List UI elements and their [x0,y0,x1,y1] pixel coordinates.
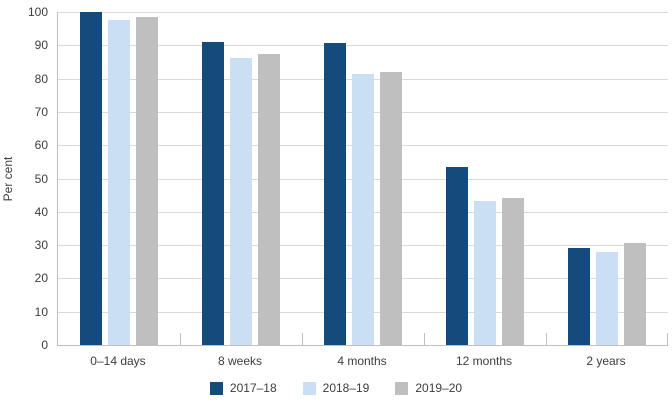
legend-item: 2018–19 [302,381,370,395]
gridline [58,12,668,13]
y-tick-label: 50 [34,171,48,186]
category-boundary-tick [546,333,547,345]
category-boundary-tick [302,333,303,345]
bar-group [546,12,668,345]
bar-series1-cat2 [352,74,374,345]
category-boundary-tick [667,333,668,345]
bar-series0-cat2 [324,42,346,345]
x-category-label: 4 months [337,354,387,368]
bar-series0-cat1 [202,42,224,345]
bar-series0-cat4 [568,248,590,345]
bar-series1-cat4 [596,252,618,345]
bar-series1-cat3 [474,201,496,345]
category-boundary-tick [180,333,181,345]
gridline [58,45,668,47]
bar-group [302,12,424,345]
bar-series2-cat0 [136,17,158,345]
y-tick-label: 10 [34,304,48,319]
x-category-label: 12 months [455,354,513,368]
y-tick-label: 80 [34,71,48,86]
legend-item: 2019–20 [395,381,462,395]
bar-series2-cat4 [624,243,646,345]
x-category-label: 2 years [586,354,626,368]
legend-swatch-icon [302,381,316,395]
x-category-label: 0–14 days [90,354,146,368]
legend-swatch-icon [209,381,223,395]
bar-series0-cat0 [80,12,102,345]
x-category-label: 8 weeks [217,354,263,368]
y-tick-label: 30 [34,238,48,253]
bar-series2-cat2 [380,71,402,345]
legend-swatch-icon [395,381,409,395]
legend-label: 2018–19 [322,381,370,395]
bar-series0-cat3 [446,167,468,345]
y-tick-label: 20 [34,271,48,286]
bar-group [424,12,546,345]
y-tick-label: 0 [41,338,48,352]
bar-group [180,12,302,345]
legend: 2017–18 2018–19 2019–20 [0,381,672,395]
bar-series2-cat3 [502,198,524,345]
y-tick-label: 100 [27,5,48,19]
bar-series1-cat1 [230,57,252,345]
plot-area [57,12,668,346]
bar-group [58,12,180,345]
category-boundary-tick [424,333,425,345]
bar-series1-cat0 [108,20,130,345]
y-tick-label: 70 [34,104,48,119]
y-tick-label: 90 [34,38,48,53]
legend-label: 2019–20 [415,381,463,395]
legend-label: 2017–18 [229,381,277,395]
bar-series2-cat1 [258,54,280,345]
y-tick-label: 40 [34,204,48,219]
y-tick-label: 60 [34,138,48,153]
legend-item: 2017–18 [209,381,277,395]
